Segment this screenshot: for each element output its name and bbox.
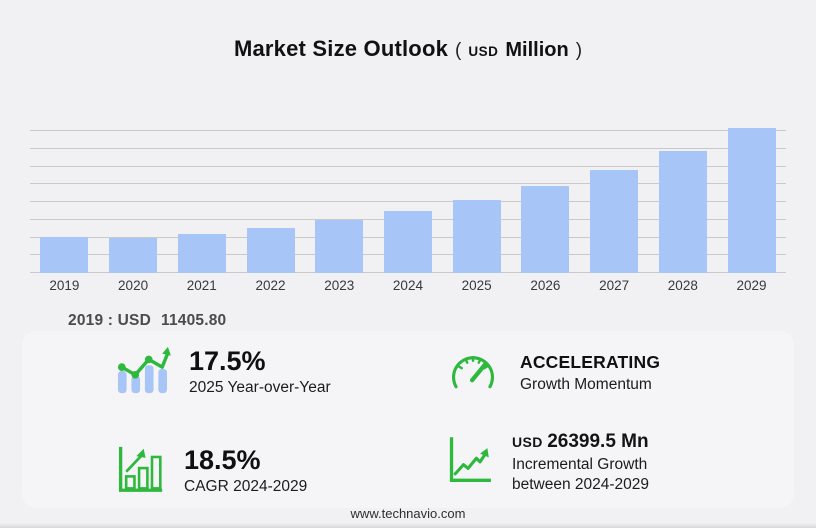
- bar-2020: [109, 238, 158, 273]
- title-main: Market Size Outlook: [233, 36, 449, 61]
- trend-bars-icon: [113, 345, 171, 400]
- gridline: [30, 183, 786, 185]
- gridline: [30, 147, 786, 149]
- bar-2025: [452, 200, 501, 273]
- stat-momentum: ACCELERATING Growth Momentum: [448, 349, 660, 398]
- speedometer-icon: [448, 349, 498, 398]
- plot-area: [30, 127, 786, 273]
- bar-2024: [383, 211, 432, 273]
- incremental-label-line1: Incremental Growth: [512, 456, 648, 473]
- line-growth-axes-icon: [446, 436, 492, 491]
- base-year-label: 2019 : USD: [68, 312, 151, 329]
- growth-bars-arrow-icon: [116, 445, 164, 498]
- cagr-label: CAGR 2024-2029: [184, 477, 308, 495]
- page-title: Market Size Outlook ( USD Million ): [0, 36, 816, 62]
- bar-2026: [521, 186, 570, 273]
- x-axis-label: 2026: [530, 278, 561, 293]
- x-axis-labels: 2019 2020 2021 2022 2023 2024 2025 2026 2027 2028…: [30, 278, 786, 293]
- x-axis-label: 2023: [324, 278, 355, 293]
- yoy-label: 2025 Year-over-Year: [189, 378, 331, 396]
- incremental-label-line2: between 2024-2029: [512, 476, 650, 494]
- bottom-edge: [0, 523, 816, 528]
- stat-incremental: USD 26399.5 Mn Incremental Growth betwee…: [446, 431, 649, 495]
- title-paren-open: (: [455, 40, 462, 61]
- momentum-value: ACCELERATING: [520, 351, 661, 372]
- stat-yoy: 17.5% 2025 Year-over-Year: [113, 345, 331, 400]
- x-axis-label: 2019: [49, 278, 80, 293]
- x-axis-label: 2029: [736, 278, 767, 293]
- footer-url: www.technavio.com: [350, 506, 466, 521]
- title-paren-close: ): [575, 40, 583, 61]
- bars: [30, 127, 786, 273]
- bar-2022: [246, 227, 295, 273]
- x-axis-label: 2028: [667, 278, 698, 293]
- stats-panel: 17.5% 2025 Year-over-Year: [22, 331, 794, 508]
- bar-2023: [315, 220, 364, 273]
- incremental-currency: USD: [512, 434, 543, 450]
- x-axis-label: 2022: [255, 278, 286, 293]
- title-unit-currency: USD: [468, 44, 499, 59]
- incremental-number: 26399.5 Mn: [547, 431, 649, 452]
- base-year-number: 11405.80: [160, 312, 227, 329]
- momentum-label: Growth Momentum: [520, 375, 652, 393]
- bar-2021: [177, 233, 226, 273]
- title-unit: Million: [505, 39, 569, 61]
- stat-cagr: 18.5% CAGR 2024-2029: [116, 445, 307, 498]
- gridline: [30, 165, 786, 167]
- bar-2019: [40, 237, 89, 273]
- x-axis-label: 2021: [186, 278, 217, 293]
- gridline: [30, 130, 786, 131]
- x-axis-label: 2020: [118, 278, 149, 293]
- bar-2029: [727, 128, 776, 273]
- x-axis-label: 2024: [392, 278, 423, 293]
- x-axis-label: 2025: [461, 278, 492, 293]
- bar-2028: [658, 151, 707, 273]
- incremental-value: USD 26399.5 Mn: [512, 431, 649, 453]
- base-year-value: 2019 : USD 11405.80: [68, 312, 226, 330]
- gridline: [30, 201, 786, 202]
- bar-2027: [590, 170, 639, 273]
- cagr-value: 18.5%: [184, 445, 261, 476]
- x-axis-label: 2027: [599, 278, 630, 293]
- yoy-value: 17.5%: [189, 346, 266, 377]
